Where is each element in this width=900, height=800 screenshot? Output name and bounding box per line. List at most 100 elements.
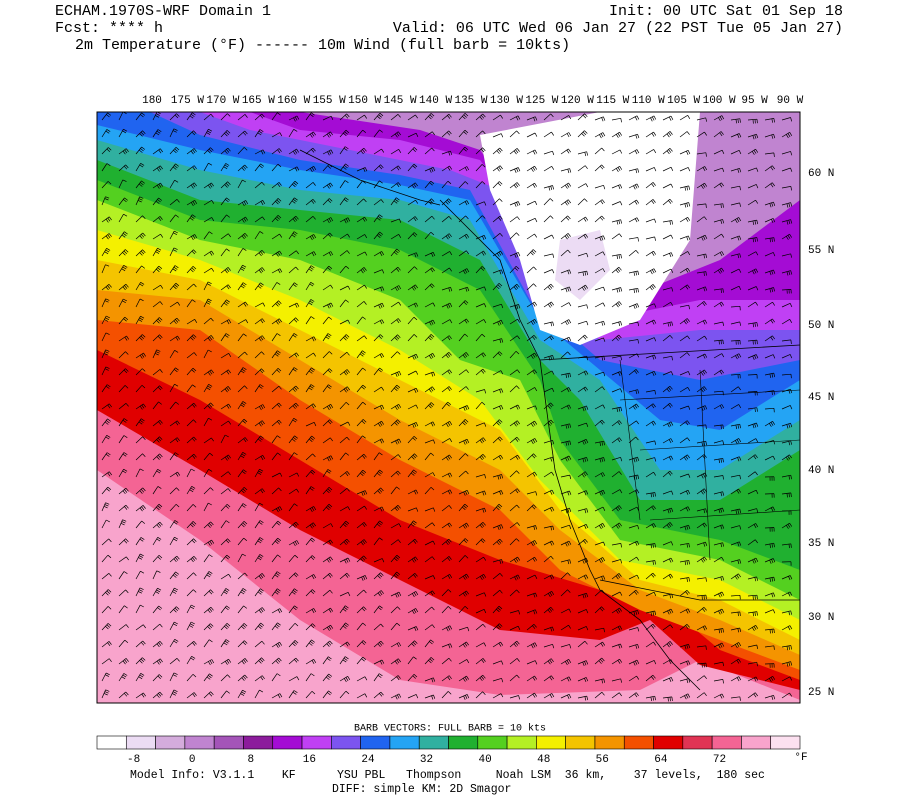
wind-barb [356, 129, 367, 138]
wind-barb [577, 660, 589, 667]
wind-barb [696, 369, 707, 376]
wind-barb [662, 608, 674, 615]
wind-barb [220, 353, 232, 359]
wind-barb [628, 270, 640, 276]
wind-barb [628, 369, 639, 376]
wind-barb [271, 198, 282, 206]
wind-barb [305, 555, 316, 563]
wind-barb [781, 561, 792, 566]
wind-barb [577, 508, 589, 514]
wind-barb [611, 678, 623, 683]
wind-barb [169, 587, 179, 597]
wind-barb [305, 506, 317, 513]
wind-barb [288, 472, 300, 478]
wind-barb [492, 215, 503, 223]
wind-barb [373, 452, 383, 461]
wind-barb [611, 456, 623, 462]
wind-barb [645, 660, 657, 665]
wind-barb [611, 287, 623, 293]
wind-barb [322, 437, 333, 444]
wind-barb [237, 487, 248, 495]
wind-barb [118, 418, 128, 427]
wind-barb [288, 503, 298, 512]
wind-barb [441, 352, 452, 359]
wind-barb [101, 163, 111, 172]
wind-barb [254, 573, 265, 580]
wind-barb [475, 538, 486, 546]
wind-barb [594, 440, 605, 447]
wind-barb [101, 147, 112, 155]
wind-barb [679, 335, 690, 342]
wind-barb [560, 215, 571, 223]
wind-barb [713, 390, 724, 396]
wind-barb [373, 420, 384, 427]
wind-barb [254, 607, 265, 614]
wind-barb [594, 419, 605, 427]
wind-barb [781, 354, 793, 359]
wind-barb [764, 421, 775, 427]
colorbar-swatch [711, 735, 742, 750]
wind-barb [288, 623, 299, 631]
wind-barb [254, 200, 266, 206]
wind-barb [628, 589, 639, 597]
wind-barb [475, 658, 486, 665]
wind-barb [254, 302, 266, 308]
wind-barb [339, 351, 350, 359]
wind-barb [781, 405, 793, 410]
wind-barb [594, 606, 605, 614]
wind-barb [526, 624, 537, 631]
wind-barb [662, 371, 674, 376]
wind-barb [322, 232, 333, 240]
wind-barb [628, 287, 639, 294]
wind-barb [220, 520, 230, 529]
wind-barb [509, 335, 520, 342]
wind-barb [645, 403, 656, 410]
wind-barb [696, 594, 707, 600]
wind-barb [713, 556, 724, 563]
wind-barb [611, 573, 622, 580]
wind-barb [713, 507, 725, 514]
wind-barb [169, 504, 180, 512]
wind-barb [475, 389, 487, 394]
wind-barb [628, 237, 639, 242]
wind-barb [509, 148, 520, 155]
wind-barb [220, 369, 231, 376]
wind-barb [407, 674, 418, 682]
wind-barb [679, 352, 690, 359]
wind-barb [135, 196, 144, 206]
wind-barb [424, 386, 435, 393]
wind-barb [322, 469, 332, 478]
wind-barb [730, 676, 742, 682]
wind-barb [271, 163, 282, 172]
wind-barb [764, 694, 776, 700]
wind-barb [696, 117, 708, 122]
wind-barb [628, 556, 640, 563]
wind-barb [679, 454, 690, 461]
wind-barb [730, 573, 741, 580]
wind-barb [373, 129, 383, 138]
wind-barb [696, 301, 707, 308]
wind-barb [492, 233, 503, 240]
lon-label: 115 W [596, 95, 629, 107]
wind-barb [577, 456, 589, 463]
wind-barb [424, 319, 436, 326]
wind-barb [322, 284, 334, 291]
wind-barb [407, 252, 419, 258]
wind-barb [339, 538, 350, 546]
wind-barb [543, 506, 555, 512]
wind-barb [492, 660, 504, 665]
lat-label: 55 N [808, 245, 834, 257]
wind-barb [101, 384, 111, 393]
wind-barb [407, 216, 418, 223]
wind-barb [237, 385, 248, 393]
wind-barb [101, 181, 112, 189]
wind-barb [441, 421, 453, 428]
wind-barb [203, 162, 213, 172]
wind-barb [288, 302, 300, 308]
wind-barb [288, 452, 298, 461]
wind-barb [594, 557, 606, 564]
wind-barb [203, 502, 212, 512]
colorbar-label: 24 [361, 754, 375, 766]
wind-barb [594, 371, 606, 377]
